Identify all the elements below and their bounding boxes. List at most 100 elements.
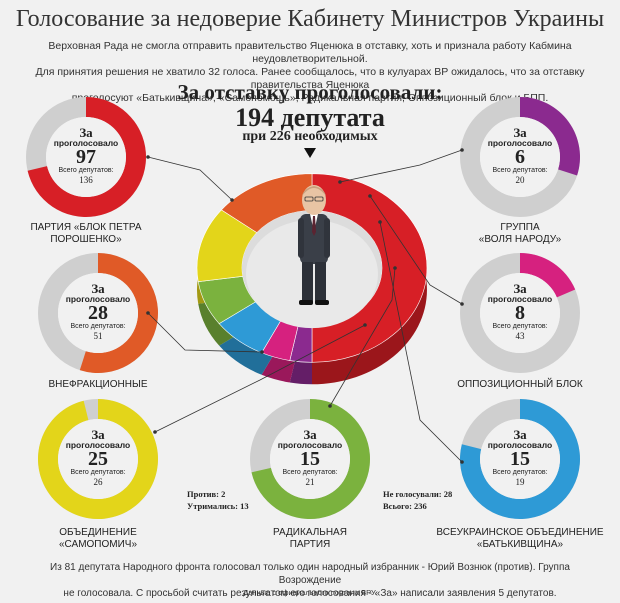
ring-za-label: За	[91, 281, 105, 296]
ring-hole	[58, 273, 138, 353]
faction-label-line: «БАТЬКИВЩИНА»	[476, 539, 564, 550]
figure-arm	[298, 218, 304, 258]
ring-total-label: Всего депутатов:	[492, 469, 548, 476]
connector-dot	[230, 198, 234, 202]
ring-za-label: За	[513, 125, 527, 140]
connector-dot	[460, 302, 464, 306]
ring-total-value: 20	[515, 175, 525, 185]
connector-opposition	[368, 194, 464, 306]
ring-batkivshchyna	[460, 399, 580, 519]
connector-batkivshchyna	[378, 220, 464, 464]
connector-dot	[146, 155, 150, 159]
ring-hole	[480, 273, 560, 353]
ring-center-bpp: За проголосовало 97 Всего депутатов: 136	[46, 126, 126, 185]
ring-for-value: 15	[300, 448, 320, 470]
ring-total-label: Всего депутатов:	[70, 323, 126, 330]
faction-label-line: ОБЪЕДИНЕНИЕ	[59, 527, 137, 538]
faction-label-vnefr: ВНЕФРАКЦИОННЫЕ	[0, 379, 198, 391]
ring-total-label: Всего депутатов:	[70, 469, 126, 476]
faction-label-line: ВСЕУКРАИНСКОЕ ОБЪЕДИНЕНИЕ	[436, 527, 604, 538]
faction-label-line: ПАРТИЯ	[289, 539, 331, 550]
faction-label-line: ПОРОШЕНКО»	[50, 234, 122, 245]
faction-label-line: РАДИКАЛЬНАЯ	[273, 527, 347, 538]
connector-dot	[363, 323, 367, 327]
ring-za-label: За	[513, 427, 527, 442]
connector-line	[154, 324, 366, 433]
ring-value-arc	[251, 399, 370, 520]
ring-bpp	[26, 97, 146, 217]
footnote: Из 81 депутата Народного фронта голосова…	[30, 561, 590, 600]
connector-line	[339, 149, 463, 183]
faction-label-line: «ВОЛЯ НАРОДУ»	[478, 234, 562, 245]
figure-shoe	[299, 300, 313, 305]
ring-total-value: 19	[515, 477, 525, 487]
ring-total-label: Всего депутатов:	[58, 167, 114, 174]
figure-glasses	[304, 196, 314, 202]
ring-for-value: 6	[515, 146, 525, 168]
central-donut	[196, 173, 428, 385]
connector-vnefr	[146, 311, 264, 354]
connector-dot	[146, 311, 150, 315]
page-title: Голосование за недоверие Кабинету Минист…	[15, 6, 605, 32]
connector-line	[329, 267, 396, 407]
stat-total: Всього: 236	[383, 501, 427, 511]
connector-samopomich	[153, 323, 367, 434]
connector-line	[147, 156, 233, 201]
stat-abstained: Утримались: 13	[187, 501, 249, 511]
connector-volya	[338, 148, 464, 184]
figure-hair	[302, 186, 326, 196]
headline-main: За отставку проголосовали:	[177, 80, 443, 104]
faction-label-line: ПАРТИЯ «БЛОК ПЕТРА	[30, 222, 142, 233]
footnote-line: Из 81 депутата Народного фронта голосова…	[50, 562, 570, 586]
ring-total-value: 43	[515, 331, 525, 341]
connector-line	[379, 221, 463, 463]
figure-jacket	[300, 214, 328, 264]
ring-center-opposition: За проголосовало 8 Всего депутатов: 43	[480, 281, 560, 341]
ring-za-label: За	[303, 427, 317, 442]
pointer-triangle	[304, 148, 316, 158]
figure-arm	[324, 218, 330, 258]
ring-value-arc	[460, 399, 580, 519]
ring-total-value: 26	[93, 477, 103, 487]
headline-count: 194 депутата	[235, 103, 385, 132]
faction-label-line: ОППОЗИЦИОННЫЙ БЛОК	[457, 379, 583, 390]
ring-hole	[58, 419, 138, 499]
stat-not-voted: Не голосували: 28	[383, 489, 453, 499]
connector-dot	[153, 430, 157, 434]
connector-dot	[393, 266, 397, 270]
ring-total-label: Всего депутатов:	[282, 469, 338, 476]
ring-voted-label: проголосовало	[65, 440, 131, 450]
figure-shoe	[315, 300, 329, 305]
ring-hole	[480, 117, 560, 197]
figure-head	[302, 185, 326, 215]
ring-total-value: 136	[79, 175, 93, 185]
connector-bpp	[146, 155, 234, 202]
intro-text: Верховная Рада не смогла отправить прави…	[18, 40, 602, 105]
ring-value-arc	[520, 253, 576, 298]
footnote-line: не голосовала. С просьбой считать резуль…	[63, 588, 557, 599]
ring-value-arc	[37, 399, 158, 520]
faction-label-samopomich: ОБЪЕДИНЕНИЕ «САМОПОМИЧ»	[0, 527, 198, 551]
ring-hole	[480, 419, 560, 499]
faction-label-line: «САМОПОМИЧ»	[58, 539, 138, 550]
intro-line: проголосуют «Батькивщина», «Самопомощь»,…	[71, 92, 549, 104]
ring-value-arc	[79, 253, 158, 373]
ring-voted-label: проголосовало	[53, 138, 119, 148]
faction-label-volya: ГРУППА «ВОЛЯ НАРОДУ»	[420, 222, 620, 246]
faction-label-opposition: ОППОЗИЦИОННЫЙ БЛОК	[420, 379, 620, 391]
stat-against: Против: 2	[187, 489, 226, 499]
ring-for-value: 28	[88, 302, 108, 324]
figure-leg	[315, 262, 326, 302]
ring-opposition	[460, 253, 580, 373]
ring-voted-label: проголосовало	[487, 440, 553, 450]
faction-label-bpp: ПАРТИЯ «БЛОК ПЕТРА ПОРОШЕНКО»	[0, 222, 186, 246]
faction-label-line: ВНЕФРАКЦИОННЫЕ	[48, 379, 148, 390]
ring-za-label: За	[513, 281, 527, 296]
faction-label-radical: РАДИКАЛЬНАЯ ПАРТИЯ	[210, 527, 410, 551]
connector-line	[369, 195, 463, 305]
ring-center-samopomich: За проголосовало 25 Всего депутатов: 26	[58, 428, 138, 487]
connector-dot	[378, 220, 382, 224]
stat-right: Не голосували: 28 Всього: 236	[383, 488, 452, 512]
connector-dot	[368, 194, 372, 198]
